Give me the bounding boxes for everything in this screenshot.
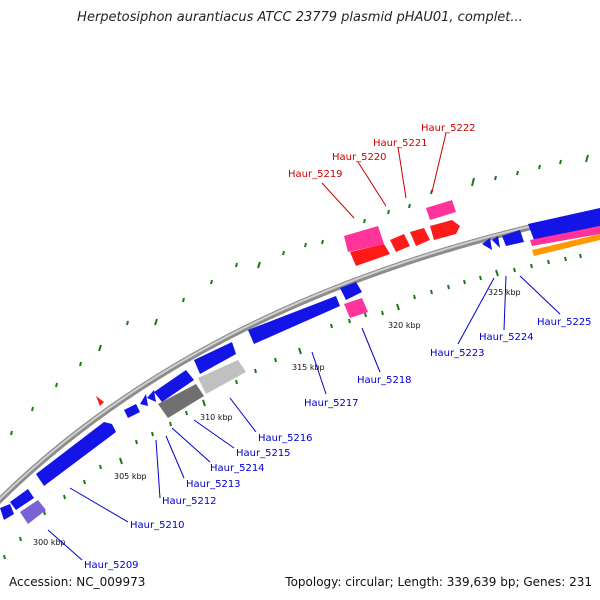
gene-label: Haur_5215 [236,448,291,459]
gene-arrow [194,342,236,374]
gene-arrow [390,234,410,252]
gene-label: Haur_5218 [357,375,412,386]
gene-arrow [154,370,194,402]
gene-arrow [158,384,204,418]
accession-text: Accession: NC_009973 [9,575,146,589]
gene-label: Haur_5220 [332,152,387,163]
gene-label: Haur_5216 [258,433,313,444]
gene-arrow [426,200,456,220]
gene-label: Haur_5213 [186,479,241,490]
gene-arrow [10,489,34,510]
gene-arrow [198,360,246,394]
gene-label: Haur_5217 [304,398,359,409]
gene-arrow [502,230,524,246]
outer-tick-track [10,154,589,436]
gene-label: Haur_5225 [537,317,592,328]
gene-arrow [0,504,14,520]
label-leaders [47,132,561,561]
gene-arrow [248,296,340,344]
gene-arrow [410,228,430,246]
inner-tick-track [3,253,582,560]
scale-label-305: 305 kbp [114,472,147,481]
gene-arrow [20,500,46,524]
topology-summary: Topology: circular; Length: 339,639 bp; … [285,575,592,589]
gene-arrow [430,220,460,240]
gene-arrow [350,244,390,266]
gene-label: Haur_5210 [130,520,185,531]
scale-label-300: 300 kbp [33,538,66,547]
gene-label: Haur_5209 [84,560,139,571]
gene-label: Haur_5222 [421,123,476,134]
gene-label: Haur_5214 [210,463,265,474]
gene-arrow [530,226,600,246]
gene-arrow [482,238,492,250]
gene-arrow [492,236,500,248]
scale-labels: 300 kbp 305 kbp 310 kbp 315 kbp 320 kbp … [33,288,521,547]
gene-label: Haur_5212 [162,496,217,507]
map-title: Herpetosiphon aurantiacus ATCC 23779 pla… [77,10,523,25]
gene-label: Haur_5224 [479,332,534,343]
scale-label-310: 310 kbp [200,413,233,422]
gene-label: Haur_5223 [430,348,485,359]
gene-arrow [528,208,600,240]
gene-arrow [96,396,104,406]
gene-arrow [344,226,384,252]
scale-label-325: 325 kbp [488,288,521,297]
gene-arrow [340,282,362,300]
gene-labels: Haur_5209 Haur_5210 Haur_5212 Haur_5213 … [84,123,592,571]
gene-arrow [147,390,156,402]
gene-arrow [140,394,148,406]
gene-arrow [36,422,116,486]
gene-label: Haur_5221 [373,138,428,149]
scale-label-320: 320 kbp [388,321,421,330]
gene-arrow [532,234,600,256]
gene-label: Haur_5219 [288,169,343,180]
gene-arrow [124,404,140,418]
scale-label-315: 315 kbp [292,363,325,372]
gene-arrow [344,298,368,318]
gene-features [0,200,600,524]
